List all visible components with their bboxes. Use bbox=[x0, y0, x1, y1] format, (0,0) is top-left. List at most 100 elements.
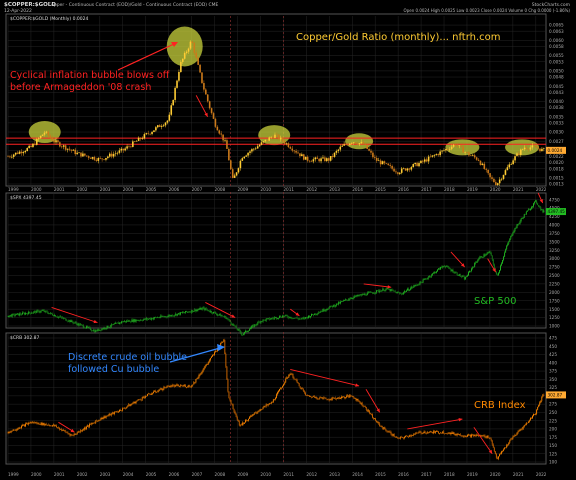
price-candle bbox=[275, 394, 277, 398]
price-candle bbox=[226, 318, 228, 320]
price-candle bbox=[217, 347, 219, 351]
price-candle bbox=[139, 137, 142, 140]
price-candle bbox=[210, 310, 212, 313]
price-candle bbox=[381, 290, 383, 292]
price-candle bbox=[126, 407, 128, 409]
price-candle bbox=[410, 435, 412, 437]
price-candle bbox=[59, 316, 61, 318]
price-candle bbox=[460, 276, 462, 278]
price-candle bbox=[312, 396, 314, 398]
price-candle bbox=[56, 425, 57, 428]
price-candle bbox=[337, 149, 340, 152]
price-candle bbox=[333, 152, 336, 157]
price-candle bbox=[478, 435, 480, 437]
price-candle bbox=[413, 434, 415, 436]
price-candle bbox=[372, 292, 373, 294]
price-candle bbox=[232, 404, 234, 410]
price-candle bbox=[28, 311, 30, 315]
price-candle bbox=[361, 294, 363, 296]
price-candle bbox=[462, 276, 464, 277]
price-candle bbox=[315, 397, 317, 398]
price-candle bbox=[517, 224, 519, 225]
price-candle bbox=[531, 417, 532, 419]
price-candle bbox=[506, 245, 508, 250]
price-candle bbox=[239, 160, 242, 169]
y-tick-label: 4000 bbox=[549, 223, 560, 228]
price-candle bbox=[356, 143, 359, 145]
price-candle bbox=[69, 433, 71, 436]
price-candle bbox=[297, 382, 299, 384]
y-tick-label: 0.0015 bbox=[549, 175, 564, 180]
price-candle bbox=[60, 429, 62, 430]
price-candle bbox=[127, 320, 129, 322]
price-candle bbox=[417, 432, 419, 434]
price-candle bbox=[215, 312, 216, 314]
price-candle bbox=[80, 324, 82, 326]
price-candle bbox=[232, 324, 234, 326]
price-candle bbox=[307, 315, 309, 319]
price-candle bbox=[155, 127, 157, 131]
price-candle bbox=[302, 317, 304, 319]
price-candle bbox=[437, 431, 438, 432]
price-candle bbox=[179, 385, 181, 387]
price-candle bbox=[109, 413, 111, 416]
price-candle bbox=[474, 263, 476, 267]
price-candle bbox=[341, 396, 342, 398]
price-candle bbox=[278, 134, 280, 140]
price-candle bbox=[273, 399, 275, 400]
resistance-layer bbox=[6, 137, 546, 145]
price-candle bbox=[495, 182, 497, 185]
price-candle bbox=[183, 52, 186, 59]
price-candle bbox=[165, 387, 167, 389]
price-candle bbox=[70, 149, 73, 151]
price-candle bbox=[287, 377, 289, 379]
price-candle bbox=[16, 152, 19, 154]
price-candle bbox=[309, 315, 310, 318]
y-tick-label: 0.0033 bbox=[549, 120, 564, 125]
price-candle bbox=[124, 320, 126, 322]
price-candle bbox=[205, 308, 207, 310]
price-candle bbox=[389, 289, 391, 292]
price-candle bbox=[182, 385, 183, 387]
price-candle bbox=[81, 430, 83, 432]
x-tick-label: 2019 bbox=[467, 472, 478, 477]
price-candle bbox=[243, 156, 246, 159]
price-candle bbox=[391, 165, 393, 169]
price-candle bbox=[183, 385, 184, 387]
price-candle bbox=[26, 313, 28, 314]
price-candle bbox=[380, 426, 382, 427]
price-candle bbox=[262, 407, 264, 410]
x-tick-label: 2018 bbox=[444, 187, 455, 192]
price-candle bbox=[95, 159, 98, 161]
price-candle bbox=[7, 156, 9, 158]
x-tick-label: 2010 bbox=[260, 187, 271, 192]
price-candle bbox=[174, 87, 176, 100]
price-candle bbox=[474, 435, 476, 437]
price-candle bbox=[7, 315, 9, 317]
price-candle bbox=[33, 422, 35, 423]
price-candle bbox=[526, 422, 528, 424]
price-candle bbox=[491, 177, 493, 179]
price-candle bbox=[252, 414, 254, 416]
price-candle bbox=[444, 266, 446, 268]
price-candle bbox=[442, 266, 444, 268]
price-candle bbox=[73, 434, 75, 436]
price-candle bbox=[29, 311, 31, 313]
price-candle bbox=[525, 147, 528, 149]
price-candle bbox=[135, 319, 137, 322]
price-candle bbox=[35, 311, 37, 313]
price-candle bbox=[539, 206, 541, 208]
price-candle bbox=[170, 386, 172, 387]
price-candle bbox=[519, 221, 521, 224]
price-candle bbox=[249, 416, 251, 419]
price-candle bbox=[321, 311, 323, 312]
price-candle bbox=[106, 325, 108, 329]
trend-arrowhead bbox=[70, 428, 75, 433]
price-candle bbox=[251, 415, 253, 417]
price-candle bbox=[466, 152, 468, 153]
price-candle bbox=[272, 137, 274, 139]
price-candle bbox=[90, 327, 92, 331]
price-candle bbox=[143, 318, 145, 320]
price-candle bbox=[97, 420, 99, 422]
price-candle bbox=[111, 412, 113, 414]
